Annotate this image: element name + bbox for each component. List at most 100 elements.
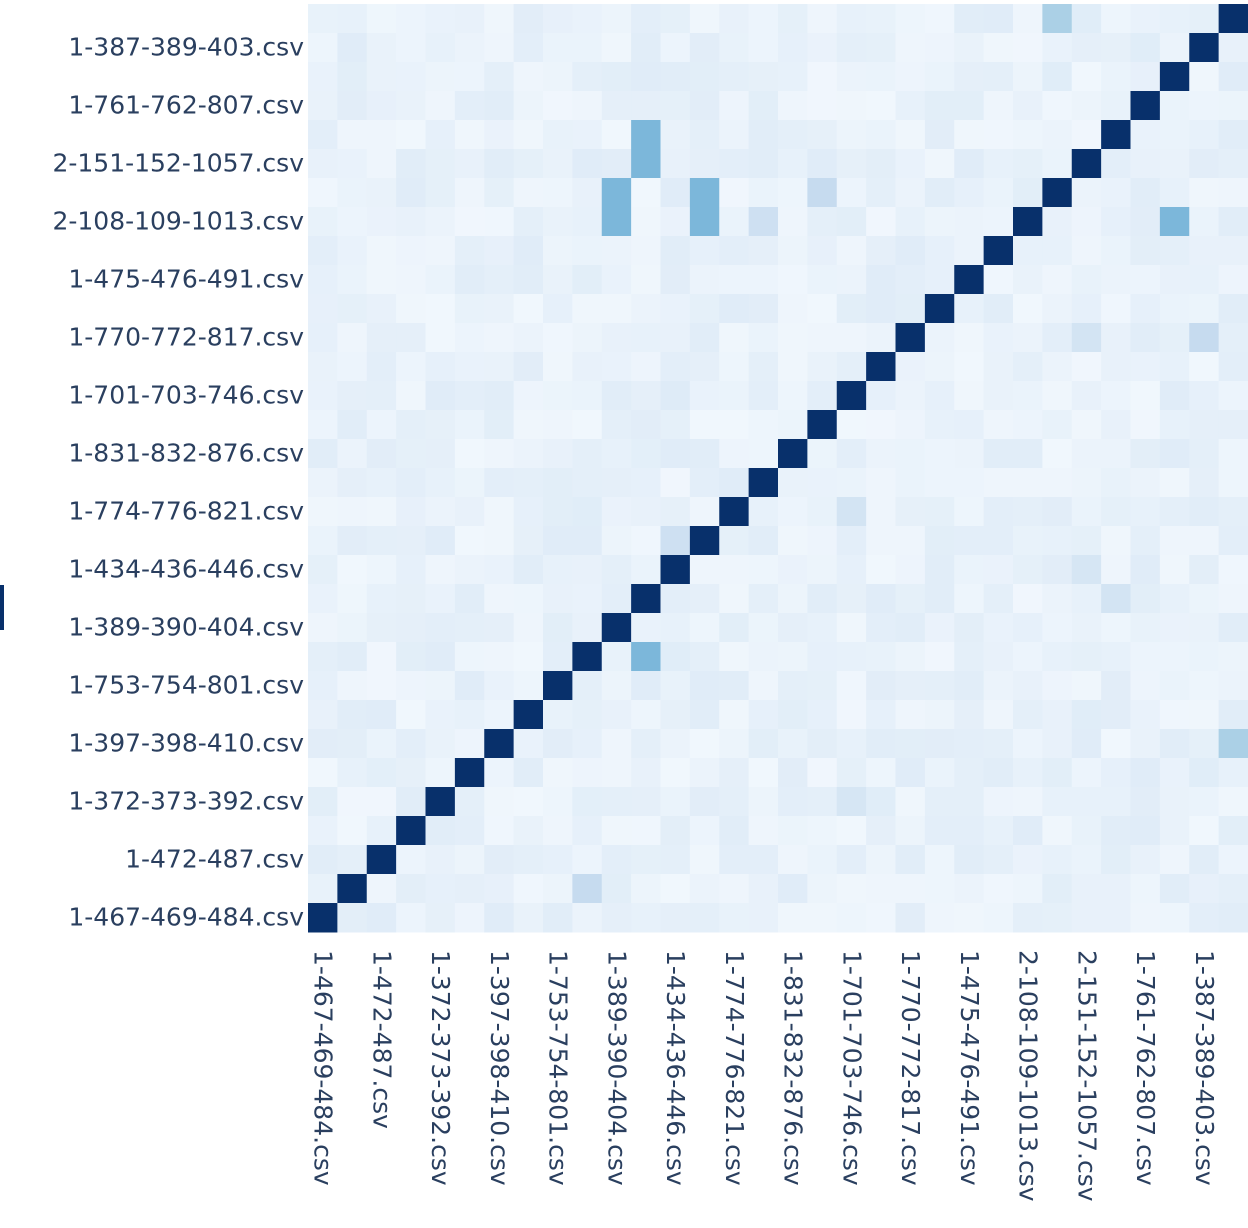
heatmap-cell [454, 323, 485, 353]
heatmap-cell [454, 381, 485, 411]
heatmap-cell [807, 120, 838, 150]
heatmap-cell [513, 758, 544, 788]
heatmap-cell [366, 352, 397, 382]
heatmap-cell [396, 787, 427, 817]
heatmap-cell [954, 178, 985, 208]
heatmap-cell [1071, 555, 1102, 585]
heatmap-cell [778, 410, 808, 440]
heatmap-cell [866, 555, 897, 585]
heatmap-cell [1218, 294, 1248, 324]
heatmap-cell [425, 816, 456, 846]
heatmap-cell [983, 91, 1014, 121]
heatmap-cell [1218, 323, 1248, 353]
heatmap-cell [572, 903, 603, 933]
heatmap-cell [425, 294, 456, 324]
heatmap-cell [1189, 555, 1220, 585]
heatmap-cell [1189, 671, 1220, 701]
heatmap-cell [543, 787, 573, 817]
heatmap-cell [601, 874, 632, 904]
heatmap-cell [719, 787, 750, 817]
heatmap-cell [1101, 410, 1132, 440]
heatmap-cell [689, 439, 720, 469]
heatmap-cell [748, 613, 779, 643]
heatmap-cell [543, 91, 573, 121]
heatmap-cell [807, 468, 838, 498]
heatmap-cell [748, 120, 779, 150]
heatmap-cell [1071, 584, 1102, 614]
heatmap-cell [366, 4, 397, 34]
heatmap-cell [719, 729, 750, 759]
heatmap-cell [1071, 787, 1102, 817]
heatmap-cell [748, 816, 779, 846]
heatmap-cell [601, 323, 632, 353]
heatmap-cell [454, 613, 485, 643]
heatmap-cell [719, 265, 750, 295]
heatmap-cell [601, 584, 632, 614]
heatmap-cell [601, 526, 632, 556]
heatmap-cell [1042, 4, 1073, 34]
heatmap-cell [366, 410, 397, 440]
heatmap-cell [1189, 410, 1220, 440]
heatmap-cell [689, 149, 720, 179]
heatmap-cell [1130, 613, 1161, 643]
heatmap-cell [366, 874, 397, 904]
heatmap-cell [425, 352, 456, 382]
heatmap-cell [513, 323, 544, 353]
heatmap-cell [954, 62, 985, 92]
heatmap-cell [337, 178, 368, 208]
heatmap-cell [1218, 381, 1248, 411]
heatmap-cell [719, 33, 750, 63]
heatmap-cell [513, 642, 544, 672]
heatmap-cell [484, 526, 515, 556]
heatmap-cell [983, 323, 1014, 353]
heatmap-cell [1218, 758, 1248, 788]
heatmap-cell [308, 294, 338, 324]
heatmap-cell [1218, 265, 1248, 295]
heatmap-cell [1130, 33, 1161, 63]
heatmap-cell [719, 120, 750, 150]
heatmap-cell [1013, 816, 1043, 846]
heatmap-cell [983, 4, 1014, 34]
heatmap-cell [866, 497, 897, 527]
heatmap-cell [895, 729, 926, 759]
heatmap-cell [601, 613, 632, 643]
heatmap-cell [543, 62, 573, 92]
heatmap-cell [631, 584, 662, 614]
heatmap-cell [1159, 207, 1190, 237]
heatmap-cell [572, 555, 603, 585]
heatmap-cell [660, 294, 691, 324]
heatmap-cell [1042, 642, 1073, 672]
heatmap-cell [454, 265, 485, 295]
heatmap-cell [1071, 352, 1102, 382]
heatmap-cell [983, 874, 1014, 904]
heatmap-cell [308, 352, 338, 382]
heatmap-cell [631, 33, 662, 63]
heatmap-cell [807, 33, 838, 63]
heatmap-cell [983, 120, 1014, 150]
heatmap-cell [1189, 236, 1220, 266]
heatmap-cell [543, 4, 573, 34]
heatmap-cell [836, 874, 867, 904]
heatmap-cell [895, 265, 926, 295]
heatmap-cell [631, 236, 662, 266]
heatmap-cell [484, 497, 515, 527]
heatmap-cell [1218, 903, 1248, 933]
heatmap-cell [396, 758, 427, 788]
heatmap-cell [1013, 700, 1043, 730]
heatmap-cell [337, 149, 368, 179]
heatmap-cell [895, 149, 926, 179]
heatmap-cell [983, 555, 1014, 585]
heatmap-cell [807, 497, 838, 527]
heatmap-cell [425, 903, 456, 933]
heatmap-cell [689, 33, 720, 63]
heatmap-cell [366, 671, 397, 701]
heatmap-cell [983, 294, 1014, 324]
heatmap-cell [807, 613, 838, 643]
heatmap-cell [1071, 642, 1102, 672]
heatmap-cell [513, 845, 544, 875]
heatmap-cell [572, 816, 603, 846]
heatmap-cell [660, 323, 691, 353]
heatmap-cell [543, 671, 573, 701]
heatmap-cell [983, 903, 1014, 933]
heatmap-cell [1218, 468, 1248, 498]
